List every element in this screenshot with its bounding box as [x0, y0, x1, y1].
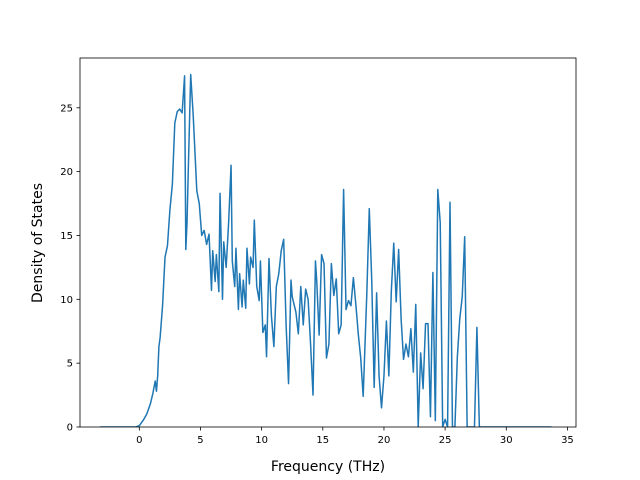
x-tick-label: 15 — [316, 435, 329, 446]
x-tick-label: 20 — [378, 435, 391, 446]
x-tick-label: 0 — [136, 435, 142, 446]
plot-background — [80, 58, 576, 427]
x-tick-label: 10 — [255, 435, 268, 446]
y-tick-label: 15 — [60, 231, 73, 242]
x-tick-label: 25 — [439, 435, 452, 446]
y-tick-label: 5 — [67, 359, 73, 370]
y-tick-label: 0 — [67, 423, 73, 434]
plot-area — [80, 58, 576, 427]
x-tick-label: 30 — [500, 435, 513, 446]
axes-frame — [79, 57, 577, 428]
x-tick-label: 35 — [561, 435, 574, 446]
x-tick-label: 5 — [197, 435, 203, 446]
series-layer — [100, 73, 552, 427]
dos-series-line — [100, 73, 552, 427]
axes-layer: 0 5 10 15 20 25 30 35 0 5 10 15 20 25 — [60, 57, 577, 446]
y-axis-label: Density of States — [30, 183, 46, 303]
y-tick-label: 25 — [60, 103, 73, 114]
x-axis-label: Frequency (THz) — [271, 459, 385, 475]
y-tick-label: 20 — [60, 167, 73, 178]
y-tick-label: 10 — [60, 295, 73, 306]
